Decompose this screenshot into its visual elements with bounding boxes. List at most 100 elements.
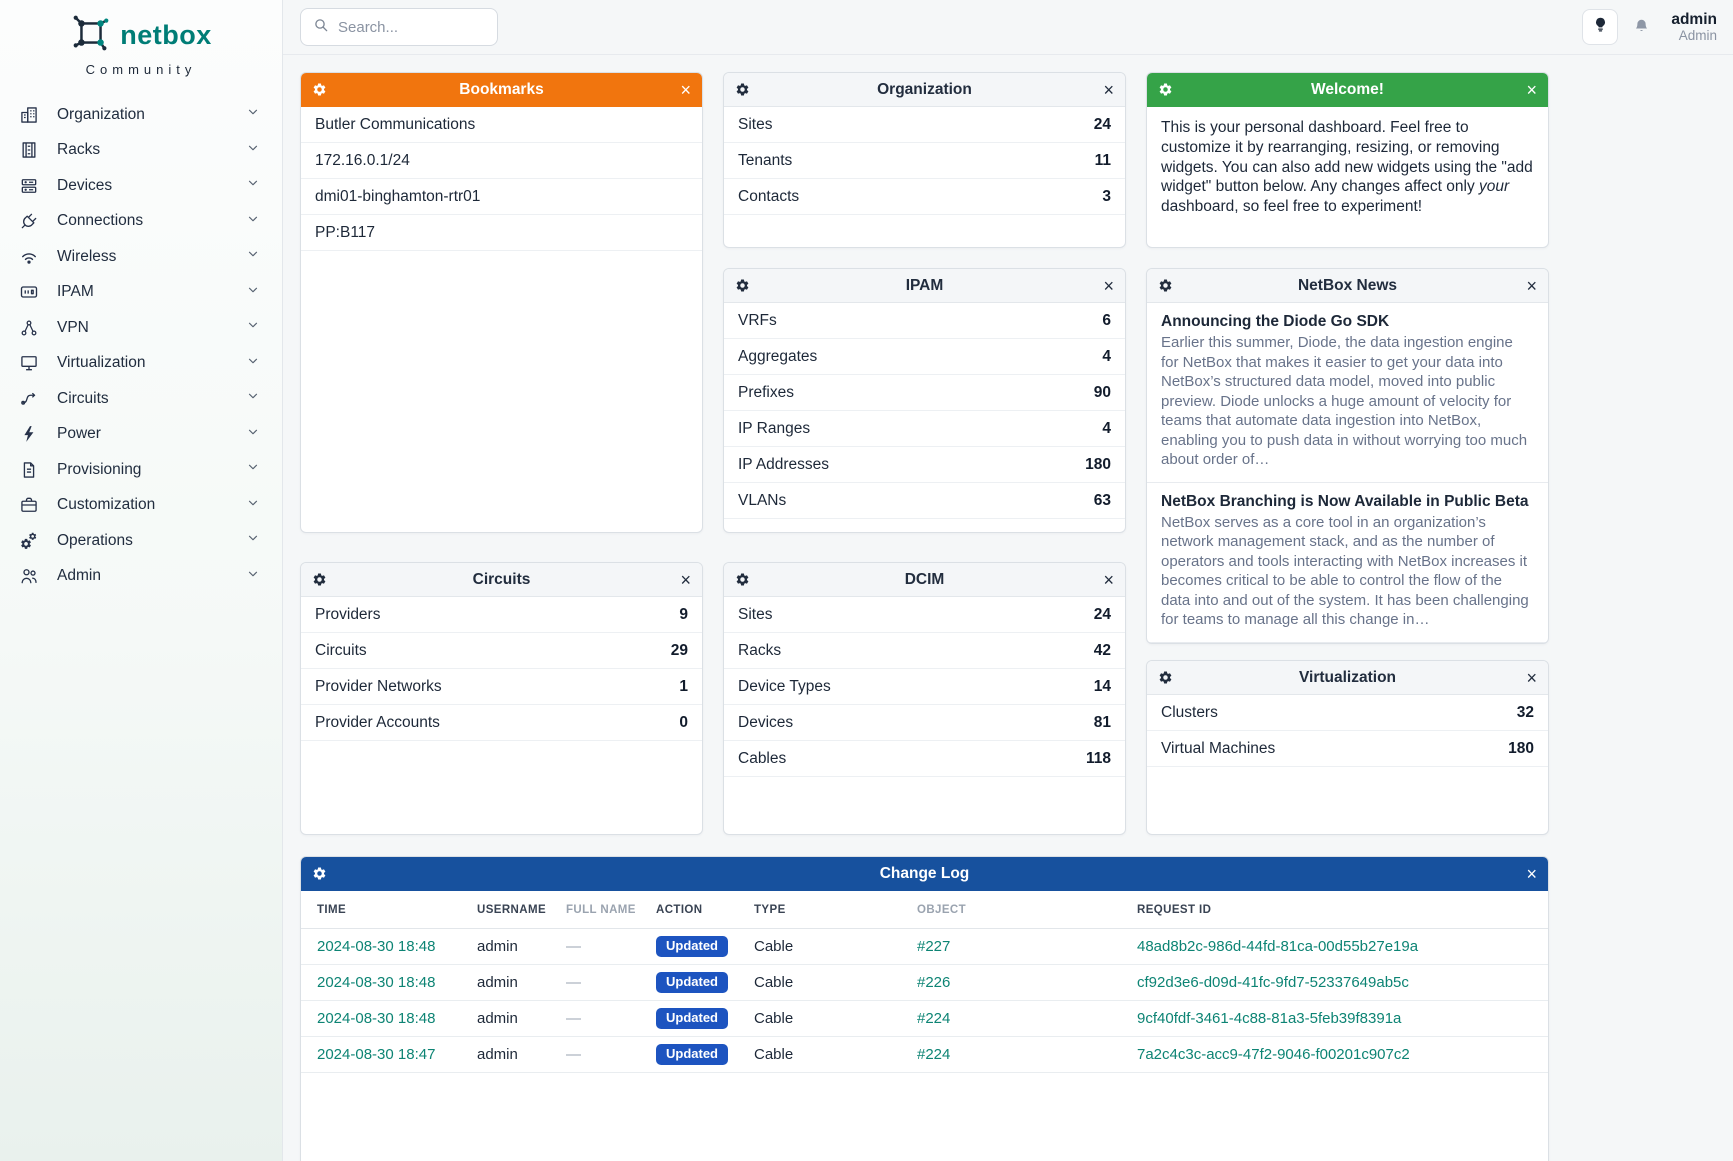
sidebar-item-connections[interactable]: Connections bbox=[0, 204, 282, 240]
user-menu[interactable]: admin Admin bbox=[1671, 11, 1717, 44]
stat-row: Provider Accounts 0 bbox=[301, 705, 702, 741]
widget-config-icon[interactable] bbox=[735, 572, 750, 587]
stat-row: Providers 9 bbox=[301, 597, 702, 633]
widget-config-icon[interactable] bbox=[312, 82, 327, 97]
changelog-object-link[interactable]: #227 bbox=[917, 938, 951, 955]
widget-config-icon[interactable] bbox=[1158, 670, 1173, 685]
chevron-down-icon bbox=[246, 354, 260, 373]
stat-link[interactable]: VLANs bbox=[738, 491, 787, 509]
close-icon[interactable]: × bbox=[1103, 569, 1114, 590]
widget-config-icon[interactable] bbox=[1158, 278, 1173, 293]
sidebar-item-operations[interactable]: Operations bbox=[0, 523, 282, 559]
widget-title: Change Log bbox=[879, 864, 970, 882]
close-icon[interactable]: × bbox=[1526, 275, 1537, 296]
column-header-time[interactable]: TIME bbox=[317, 903, 347, 916]
changelog-time-link[interactable]: 2024-08-30 18:47 bbox=[317, 1046, 436, 1063]
stat-link[interactable]: Device Types bbox=[738, 677, 831, 695]
stat-link[interactable]: Virtual Machines bbox=[1161, 739, 1276, 757]
close-icon[interactable]: × bbox=[1103, 275, 1114, 296]
sidebar-item-devices[interactable]: Devices bbox=[0, 168, 282, 204]
sidebar-item-racks[interactable]: Racks bbox=[0, 133, 282, 169]
changelog-request-id-link[interactable]: 7a2c4c3c-acc9-47f2-9046-f00201c907c2 bbox=[1137, 1046, 1410, 1063]
changelog-object-link[interactable]: #226 bbox=[917, 974, 951, 991]
changelog-object-link[interactable]: #224 bbox=[917, 1046, 951, 1063]
column-header-type[interactable]: TYPE bbox=[754, 903, 786, 916]
close-icon[interactable]: × bbox=[1526, 863, 1537, 884]
sidebar-item-organization[interactable]: Organization bbox=[0, 97, 282, 133]
sidebar-item-provisioning[interactable]: Provisioning bbox=[0, 452, 282, 488]
notifications-button[interactable] bbox=[1632, 15, 1651, 39]
column-header-action[interactable]: ACTION bbox=[656, 903, 703, 916]
sidebar-item-admin[interactable]: Admin bbox=[0, 559, 282, 595]
column-header-full-name[interactable]: FULL NAME bbox=[566, 903, 636, 916]
stat-link[interactable]: IP Ranges bbox=[738, 419, 811, 437]
bookmark-item[interactable]: 172.16.0.1/24 bbox=[301, 143, 702, 179]
search-box[interactable] bbox=[300, 8, 498, 46]
stat-link[interactable]: Sites bbox=[738, 115, 773, 133]
stat-link[interactable]: Tenants bbox=[738, 151, 793, 169]
stat-link[interactable]: IP Addresses bbox=[738, 455, 830, 473]
widget-config-icon[interactable] bbox=[1158, 82, 1173, 97]
search-input[interactable] bbox=[338, 18, 468, 36]
column-header-object[interactable]: OBJECT bbox=[917, 903, 967, 916]
stat-link[interactable]: Devices bbox=[738, 713, 794, 731]
stat-link[interactable]: Clusters bbox=[1161, 703, 1218, 721]
stat-link[interactable]: VRFs bbox=[738, 311, 777, 329]
sidebar-item-ipam[interactable]: IPAM bbox=[0, 275, 282, 311]
sidebar-item-label: VPN bbox=[57, 318, 89, 336]
stat-link[interactable]: Circuits bbox=[315, 641, 367, 659]
widget-dcim: DCIM × Sites 24 Racks 42 Device Types 14… bbox=[723, 562, 1126, 835]
news-headline-link[interactable]: Announcing the Diode Go SDK bbox=[1161, 313, 1390, 330]
close-icon[interactable]: × bbox=[680, 79, 691, 100]
column-header-request-id[interactable]: REQUEST ID bbox=[1137, 903, 1212, 916]
close-icon[interactable]: × bbox=[1526, 667, 1537, 688]
stat-link[interactable]: Sites bbox=[738, 605, 773, 623]
widget-config-icon[interactable] bbox=[312, 866, 327, 881]
changelog-time-link[interactable]: 2024-08-30 18:48 bbox=[317, 974, 436, 991]
chevron-down-icon bbox=[246, 141, 260, 160]
widget-config-icon[interactable] bbox=[735, 82, 750, 97]
chevron-down-icon bbox=[246, 105, 260, 124]
close-icon[interactable]: × bbox=[1526, 79, 1537, 100]
stat-row: Racks 42 bbox=[724, 633, 1125, 669]
bookmark-item[interactable]: PP:B117 bbox=[301, 215, 702, 251]
sidebar-item-vpn[interactable]: VPN bbox=[0, 310, 282, 346]
stat-link[interactable]: Aggregates bbox=[738, 347, 818, 365]
changelog-time-link[interactable]: 2024-08-30 18:48 bbox=[317, 1010, 436, 1027]
theme-toggle-button[interactable] bbox=[1582, 9, 1619, 45]
stat-link[interactable]: Provider Networks bbox=[315, 677, 442, 695]
changelog-object-link[interactable]: #224 bbox=[917, 1010, 951, 1027]
sidebar-item-power[interactable]: Power bbox=[0, 417, 282, 453]
logo[interactable]: netbox Community bbox=[0, 0, 282, 77]
widget-config-icon[interactable] bbox=[735, 278, 750, 293]
sidebar-item-wireless[interactable]: Wireless bbox=[0, 239, 282, 275]
column-header-username[interactable]: USERNAME bbox=[477, 903, 547, 916]
changelog-request-id-link[interactable]: cf92d3e6-d09d-41fc-9fd7-52337649ab5c bbox=[1137, 974, 1409, 991]
stat-link[interactable]: Racks bbox=[738, 641, 782, 659]
stat-link[interactable]: Cables bbox=[738, 749, 787, 767]
sidebar-item-virtualization[interactable]: Virtualization bbox=[0, 346, 282, 382]
sidebar-item-circuits[interactable]: Circuits bbox=[0, 381, 282, 417]
bookmark-item[interactable]: dmi01-binghamton-rtr01 bbox=[301, 179, 702, 215]
close-icon[interactable]: × bbox=[680, 569, 691, 590]
stat-link[interactable]: Contacts bbox=[738, 187, 800, 205]
changelog-type: Cable bbox=[754, 974, 794, 991]
bookmark-item[interactable]: Butler Communications bbox=[301, 107, 702, 143]
stat-link[interactable]: Providers bbox=[315, 605, 381, 623]
changelog-time-link[interactable]: 2024-08-30 18:48 bbox=[317, 938, 436, 955]
stat-link[interactable]: Provider Accounts bbox=[315, 713, 440, 731]
changelog-request-id-link[interactable]: 48ad8b2c-986d-44fd-81ca-00d55b27e19a bbox=[1137, 938, 1419, 955]
bookmark-label: dmi01-binghamton-rtr01 bbox=[315, 187, 481, 205]
stat-row: Cables 118 bbox=[724, 741, 1125, 777]
stat-value: 90 bbox=[1093, 383, 1111, 401]
widget-config-icon[interactable] bbox=[312, 572, 327, 587]
sidebar-item-label: Admin bbox=[57, 567, 101, 585]
topbar: admin Admin bbox=[283, 0, 1733, 55]
stat-link[interactable]: Prefixes bbox=[738, 383, 794, 401]
sidebar-item-label: Circuits bbox=[57, 389, 109, 407]
widget-virtualization: Virtualization × Clusters 32 Virtual Mac… bbox=[1146, 660, 1549, 835]
news-headline-link[interactable]: NetBox Branching is Now Available in Pub… bbox=[1161, 492, 1529, 510]
close-icon[interactable]: × bbox=[1103, 79, 1114, 100]
changelog-request-id-link[interactable]: 9cf40fdf-3461-4c88-81a3-5feb39f8391a bbox=[1137, 1010, 1402, 1027]
sidebar-item-customization[interactable]: Customization bbox=[0, 488, 282, 524]
